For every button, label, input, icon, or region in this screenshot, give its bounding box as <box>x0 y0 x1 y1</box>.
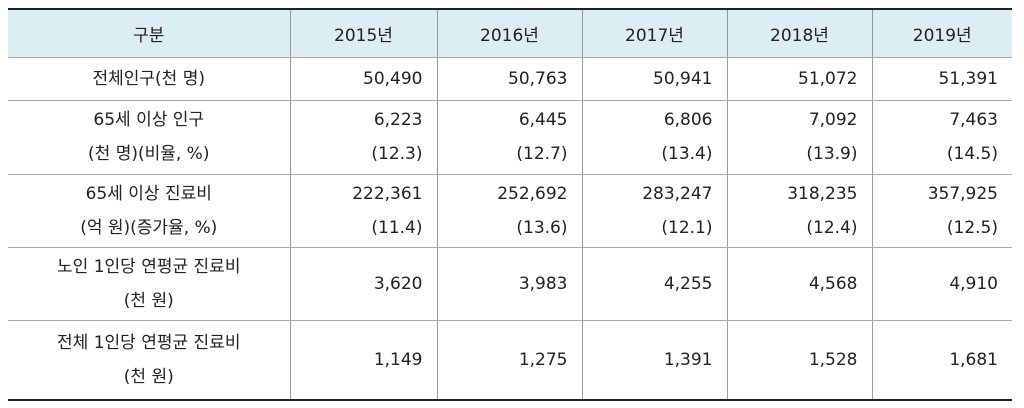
label-line: 65세 이상 인구 <box>93 110 205 130</box>
value-line: (12.3) <box>371 144 423 164</box>
header-cell: 2019년 <box>871 9 1012 58</box>
value-line: 4,568 <box>808 273 858 294</box>
value-cell: 4,568 <box>726 247 873 321</box>
table-row: 전체인구(천 명) 50,490 50,763 50,941 51,072 51,391 <box>8 57 1012 101</box>
value-line: (11.4) <box>371 217 423 238</box>
value-line: 1,391 <box>663 349 713 370</box>
value-cell: 1,391 <box>581 320 728 401</box>
value-line: 357,925 <box>927 183 998 204</box>
value-cell: 318,235 (12.4) <box>726 174 873 248</box>
value-cell: 1,528 <box>726 320 873 401</box>
data-table: 구분 2015년 2016년 2017년 2018년 2019년 전체인구(천 명) 50,… <box>8 8 1012 401</box>
value-line: (12.5) <box>946 217 998 238</box>
value-line: 252,692 <box>497 183 568 204</box>
header-cell: 2017년 <box>581 9 728 58</box>
value-line: 1,681 <box>949 349 998 370</box>
table-row: 전체 1인당 연평균 진료비 (천 원) 1,149 1,275 1,391 1,528 1… <box>8 320 1012 401</box>
value-cell: 4,910 <box>871 247 1012 321</box>
table-row: 65세 이상 인구 (천 명)(비율, %) 6,223 (12.3) 6,445 (12… <box>8 100 1012 175</box>
value-cell: 1,681 <box>871 320 1012 401</box>
value-line: 1,149 <box>373 349 423 370</box>
label-line: (천 명)(비율, %) <box>88 144 210 164</box>
value-line: 6,445 <box>518 110 568 130</box>
value-line: 4,910 <box>949 273 998 294</box>
value-line: 50,490 <box>363 68 423 89</box>
value-cell: 6,445 (12.7) <box>436 100 583 175</box>
value-cell: 6,223 (12.3) <box>289 100 438 175</box>
value-cell: 7,463 (14.5) <box>871 100 1012 175</box>
value-cell: 252,692 (13.6) <box>436 174 583 248</box>
value-cell: 50,490 <box>289 57 438 101</box>
label-line: 전체인구(천 명) <box>92 68 205 89</box>
table-row: 노인 1인당 연평균 진료비 (천 원) 3,620 3,983 4,255 4,568 4… <box>8 247 1012 321</box>
value-line: (12.4) <box>806 217 858 238</box>
value-line: 3,620 <box>373 273 423 294</box>
table-body: 전체인구(천 명) 50,490 50,763 50,941 51,072 51,391 6… <box>8 57 1012 401</box>
value-line: 318,235 <box>787 183 858 204</box>
value-cell: 7,092 (13.9) <box>726 100 873 175</box>
value-line: 4,255 <box>663 273 713 294</box>
value-cell: 4,255 <box>581 247 728 321</box>
value-line: (13.9) <box>806 144 858 164</box>
value-line: (12.1) <box>661 217 713 238</box>
row-label: 65세 이상 진료비 (억 원)(증가율, %) <box>8 174 291 248</box>
value-line: (13.4) <box>661 144 713 164</box>
value-cell: 3,983 <box>436 247 583 321</box>
label-line: 65세 이상 진료비 <box>85 183 212 204</box>
value-cell: 1,275 <box>436 320 583 401</box>
label-line: (억 원)(증가율, %) <box>80 217 218 238</box>
value-cell: 357,925 (12.5) <box>871 174 1012 248</box>
header-row: 구분 2015년 2016년 2017년 2018년 2019년 <box>8 9 1012 58</box>
value-cell: 51,391 <box>871 57 1012 101</box>
value-line: 1,275 <box>518 349 568 370</box>
row-label: 전체 1인당 연평균 진료비 (천 원) <box>8 320 291 401</box>
value-cell: 3,620 <box>289 247 438 321</box>
value-line: 283,247 <box>642 183 713 204</box>
value-line: 50,763 <box>508 68 568 89</box>
value-line: (13.6) <box>516 217 568 238</box>
value-line: 51,391 <box>938 68 998 89</box>
header-cell: 2018년 <box>726 9 873 58</box>
value-cell: 51,072 <box>726 57 873 101</box>
value-line: 51,072 <box>798 68 858 89</box>
header-cell: 2016년 <box>436 9 583 58</box>
header-cell: 2015년 <box>289 9 438 58</box>
value-cell: 50,763 <box>436 57 583 101</box>
value-cell: 1,149 <box>289 320 438 401</box>
table-header: 구분 2015년 2016년 2017년 2018년 2019년 <box>8 9 1012 58</box>
value-line: (12.7) <box>516 144 568 164</box>
value-line: 1,528 <box>808 349 858 370</box>
value-line: 7,092 <box>808 110 858 130</box>
label-line: (천 원) <box>123 366 174 387</box>
value-line: 6,223 <box>373 110 423 130</box>
row-label: 노인 1인당 연평균 진료비 (천 원) <box>8 247 291 321</box>
value-line: (14.5) <box>946 144 998 164</box>
label-line: (천 원) <box>123 290 174 311</box>
table-row: 65세 이상 진료비 (억 원)(증가율, %) 222,361 (11.4) 252,… <box>8 174 1012 248</box>
value-cell: 50,941 <box>581 57 728 101</box>
value-line: 7,463 <box>949 110 998 130</box>
value-line: 6,806 <box>663 110 713 130</box>
value-cell: 6,806 (13.4) <box>581 100 728 175</box>
value-cell: 283,247 (12.1) <box>581 174 728 248</box>
value-line: 3,983 <box>518 273 568 294</box>
label-line: 전체 1인당 연평균 진료비 <box>57 332 241 353</box>
label-line: 노인 1인당 연평균 진료비 <box>57 256 241 277</box>
value-cell: 222,361 (11.4) <box>289 174 438 248</box>
header-cell: 구분 <box>8 9 291 58</box>
row-label: 65세 이상 인구 (천 명)(비율, %) <box>8 100 291 175</box>
row-label: 전체인구(천 명) <box>8 57 291 101</box>
value-line: 222,361 <box>352 183 423 204</box>
value-line: 50,941 <box>653 68 713 89</box>
